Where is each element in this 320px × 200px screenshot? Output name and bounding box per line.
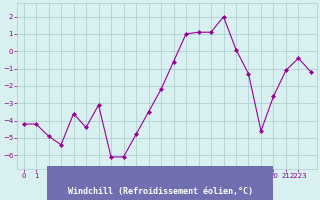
Text: Windchill (Refroidissement éolien,°C): Windchill (Refroidissement éolien,°C) [68, 187, 252, 196]
